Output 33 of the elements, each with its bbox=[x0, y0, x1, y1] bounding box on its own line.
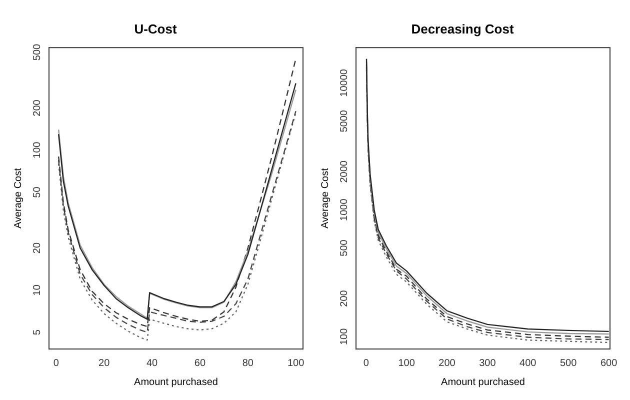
y-tick-label: 100 bbox=[32, 141, 43, 158]
y-tick-label: 10 bbox=[32, 284, 43, 296]
y-tick-label: 500 bbox=[32, 44, 43, 61]
y-axis-title: Average Cost bbox=[320, 168, 331, 229]
y-tick-label: 200 bbox=[338, 290, 350, 307]
chart-title: U-Cost bbox=[134, 21, 178, 36]
x-tick-label: 100 bbox=[287, 358, 305, 369]
chart-title: Decreasing Cost bbox=[411, 21, 514, 36]
y-axis-title: Average Cost bbox=[12, 168, 24, 229]
x-tick-label: 0 bbox=[363, 358, 370, 369]
x-axis-title: Amount purchased bbox=[441, 376, 525, 388]
x-tick-label: 20 bbox=[98, 358, 110, 369]
x-tick-label: 300 bbox=[479, 358, 496, 369]
x-tick-label: 80 bbox=[242, 358, 254, 369]
x-tick-label: 100 bbox=[398, 358, 416, 369]
x-tick-label: 500 bbox=[560, 358, 578, 369]
x-axis-title: Amount purchased bbox=[134, 376, 218, 388]
y-tick-label: 10000 bbox=[338, 68, 350, 97]
y-tick-label: 20 bbox=[32, 242, 43, 254]
y-tick-label: 50 bbox=[32, 186, 43, 198]
x-tick-label: 0 bbox=[53, 358, 60, 369]
x-tick-label: 200 bbox=[438, 358, 456, 369]
y-tick-label: 5 bbox=[32, 329, 43, 336]
x-tick-label: 60 bbox=[194, 358, 206, 369]
x-tick-label: 40 bbox=[146, 358, 158, 369]
x-tick-label: 400 bbox=[520, 358, 537, 369]
x-tick-label: 600 bbox=[600, 358, 618, 369]
y-tick-label: 5000 bbox=[338, 110, 350, 132]
y-tick-label: 500 bbox=[338, 239, 350, 256]
y-tick-label: 2000 bbox=[338, 160, 350, 183]
y-tick-label: 100 bbox=[338, 328, 350, 346]
y-tick-label: 1000 bbox=[338, 198, 350, 221]
y-tick-label: 200 bbox=[32, 99, 43, 116]
